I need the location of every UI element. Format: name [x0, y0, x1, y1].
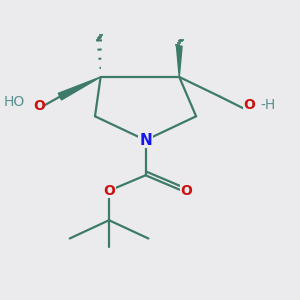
Text: -H: -H [261, 98, 276, 112]
Text: O: O [33, 100, 45, 113]
Text: HO: HO [4, 95, 25, 109]
Text: O: O [103, 184, 115, 198]
Text: N: N [139, 133, 152, 148]
Text: O: O [180, 184, 192, 198]
Polygon shape [176, 46, 182, 77]
Polygon shape [58, 77, 100, 100]
Text: O: O [244, 98, 255, 112]
